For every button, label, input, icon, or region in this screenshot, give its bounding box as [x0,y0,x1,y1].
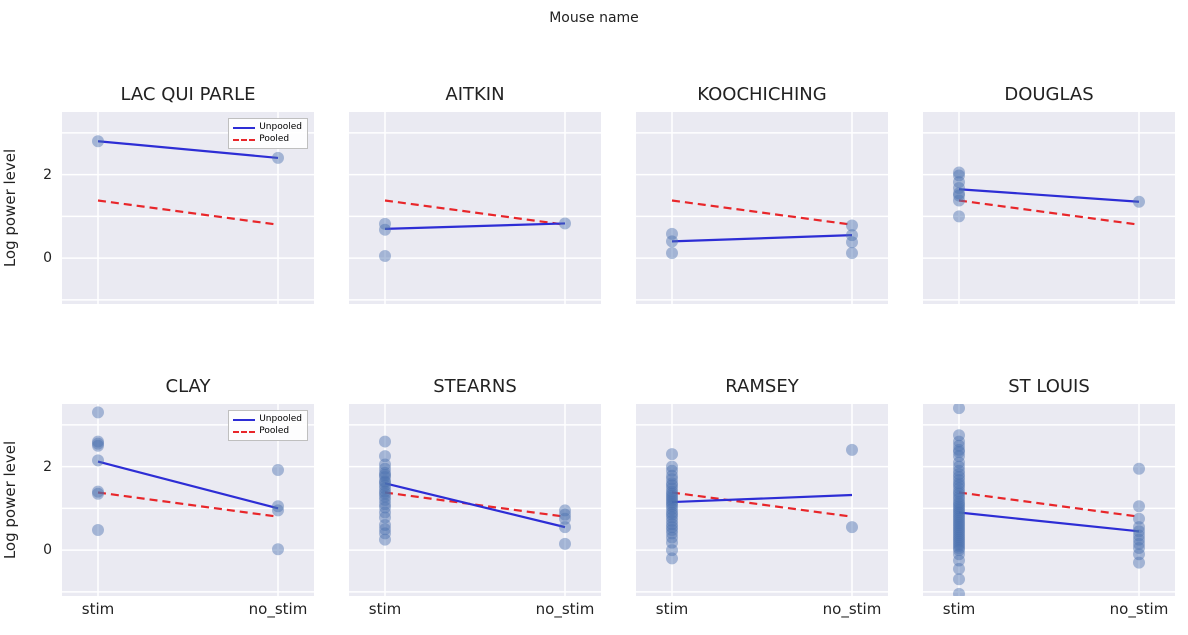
data-point [92,488,104,500]
data-point [666,235,678,247]
xtick-label: stim [82,600,114,618]
figure: Mouse name LAC QUI PARLE02Log power leve… [0,0,1188,635]
data-point [272,504,284,516]
plot-area [636,404,888,596]
data-point [272,543,284,555]
legend-label: Pooled [259,426,289,438]
data-point [1133,196,1145,208]
legend-item: Pooled [233,426,302,438]
ytick-label: 2 [43,459,52,475]
legend: UnpooledPooled [228,118,308,149]
panel-0: LAC QUI PARLE02Log power levelUnpooledPo… [62,112,314,304]
ytick-label: 2 [43,167,52,183]
legend-swatch [233,127,255,129]
data-point [666,448,678,460]
xtick-label: no_stim [536,600,595,618]
data-point [1133,463,1145,475]
legend-label: Pooled [259,134,289,146]
panel-4: CLAY02Log power levelstimno_stimUnpooled… [62,404,314,596]
panel-5: STEARNSstimno_stim [349,404,601,596]
data-point [559,538,571,550]
data-point [379,224,391,236]
panel-title: ST LOUIS [923,376,1175,397]
legend-swatch [233,419,255,421]
data-point [559,217,571,229]
data-point [846,236,858,248]
xtick-label: stim [369,600,401,618]
plot-area [923,112,1175,304]
legend-label: Unpooled [259,122,302,134]
ytick-label: 0 [43,250,52,266]
y-axis-label: Log power level [1,149,19,267]
data-point [1133,500,1145,512]
xtick-label: no_stim [249,600,308,618]
data-point [953,210,965,222]
panel-3: DOUGLAS [923,112,1175,304]
panel-title: DOUGLAS [923,84,1175,105]
panel-1: AITKIN [349,112,601,304]
panel-title: RAMSEY [636,376,888,397]
data-point [92,524,104,536]
data-point [953,573,965,585]
panel-title: AITKIN [349,84,601,105]
plot-area [349,112,601,304]
legend-item: Unpooled [233,122,302,134]
legend: UnpooledPooled [228,410,308,441]
data-point [559,521,571,533]
panel-title: KOOCHICHING [636,84,888,105]
data-point [272,464,284,476]
ytick-label: 0 [43,542,52,558]
data-point [666,247,678,259]
data-point [953,194,965,206]
data-point [666,552,678,564]
xtick-label: stim [943,600,975,618]
data-point [1133,557,1145,569]
data-point [846,521,858,533]
data-point [379,250,391,262]
data-point [379,534,391,546]
legend-swatch [233,431,255,433]
legend-item: Pooled [233,134,302,146]
data-point [846,444,858,456]
panel-2: KOOCHICHING [636,112,888,304]
xtick-label: no_stim [1110,600,1169,618]
legend-swatch [233,139,255,141]
figure-suptitle: Mouse name [0,10,1188,26]
data-point [92,406,104,418]
panel-7: ST LOUISstimno_stim [923,404,1175,596]
data-point [953,563,965,575]
xtick-label: no_stim [823,600,882,618]
panel-6: RAMSEYstimno_stim [636,404,888,596]
panel-title: CLAY [62,376,314,397]
panel-title: LAC QUI PARLE [62,84,314,105]
panel-title: STEARNS [349,376,601,397]
data-point [92,135,104,147]
plot-area [923,404,1175,596]
data-point [272,152,284,164]
plot-area [349,404,601,596]
data-point [92,454,104,466]
data-point [92,440,104,452]
legend-label: Unpooled [259,414,302,426]
plot-area [636,112,888,304]
data-point [379,436,391,448]
xtick-label: stim [656,600,688,618]
legend-item: Unpooled [233,414,302,426]
y-axis-label: Log power level [1,441,19,559]
data-point [846,247,858,259]
